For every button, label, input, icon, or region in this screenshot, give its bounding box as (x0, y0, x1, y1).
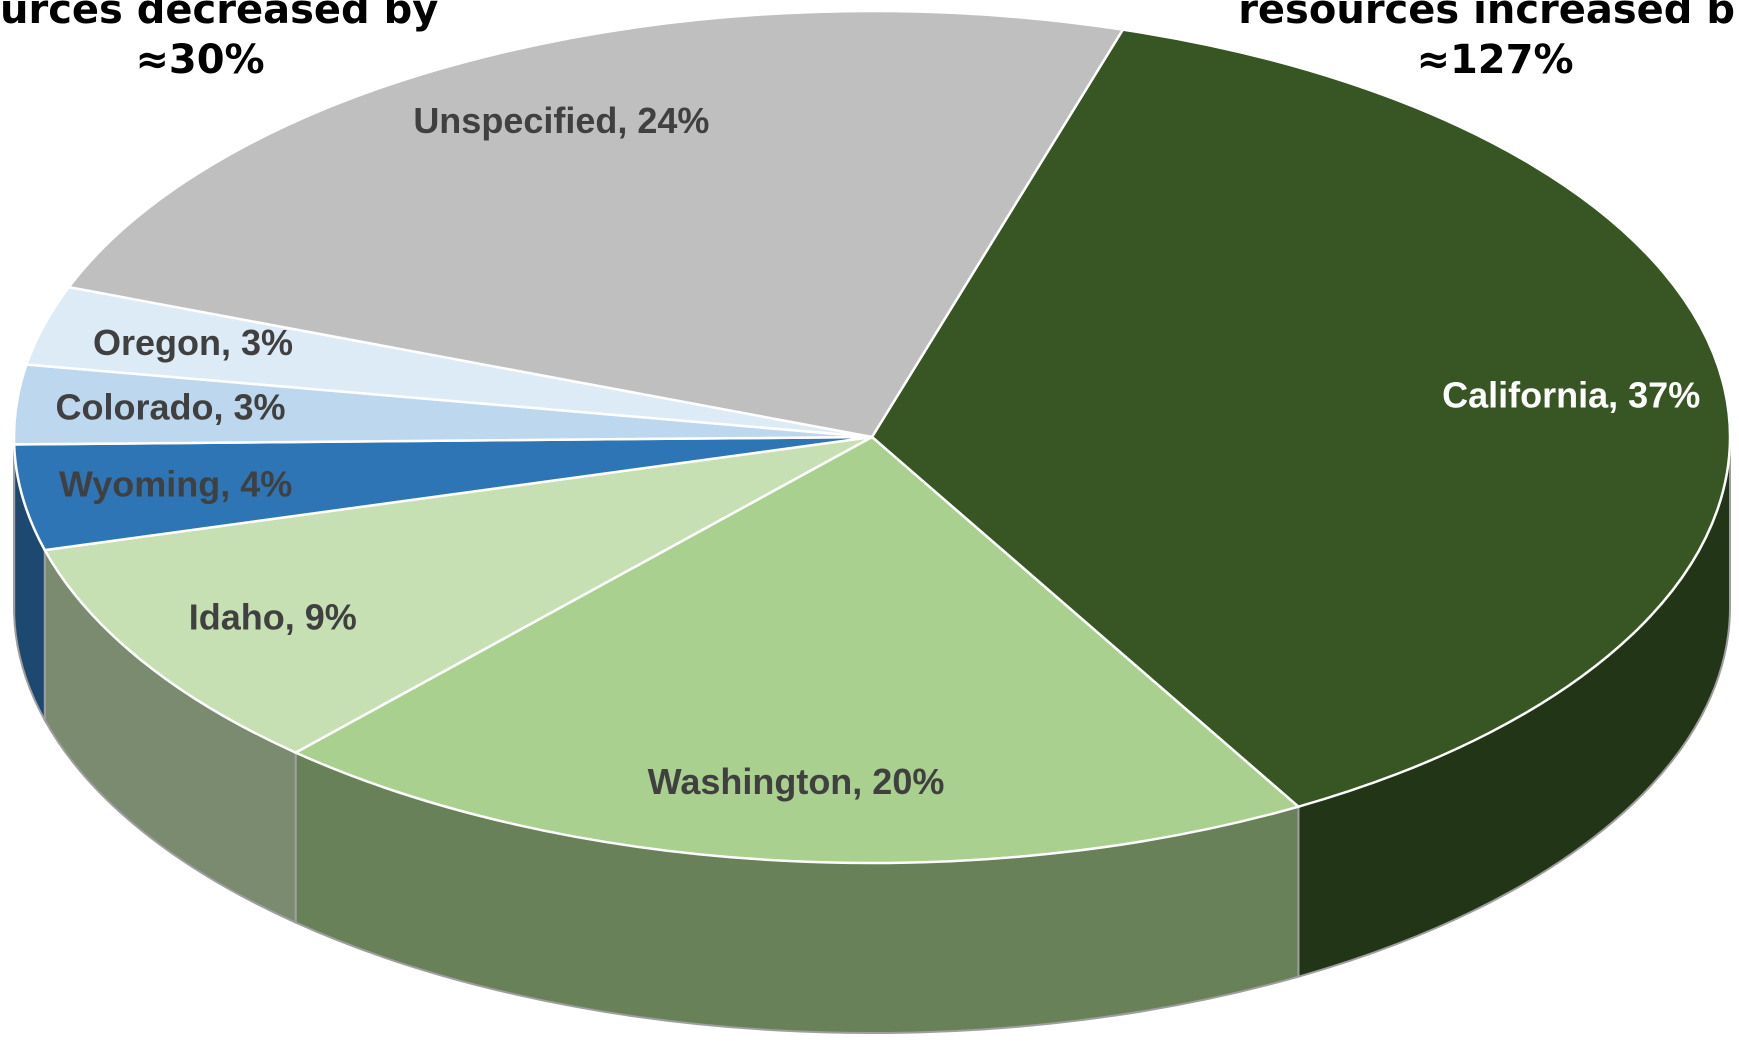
annotation: ≈127% (1416, 37, 1573, 83)
pie-slice (292, 435, 1301, 865)
data-label: Washington, 20% (648, 761, 945, 802)
pie-slice (870, 28, 1732, 809)
data-label: Wyoming, 4% (59, 463, 292, 504)
annotation: ≈30% (135, 37, 264, 83)
data-label: Colorado, 3% (55, 387, 285, 428)
data-label: Idaho, 9% (189, 597, 357, 638)
pie-slice (66, 9, 1125, 439)
annotation: urces decreased by (0, 0, 438, 33)
pie-slice (42, 435, 873, 754)
pie-slice (12, 435, 873, 552)
data-label: Oregon, 3% (93, 322, 293, 363)
annotation: resources increased b (1238, 0, 1735, 33)
data-label: Unspecified, 24% (413, 100, 709, 141)
data-label: California, 37% (1442, 375, 1700, 416)
